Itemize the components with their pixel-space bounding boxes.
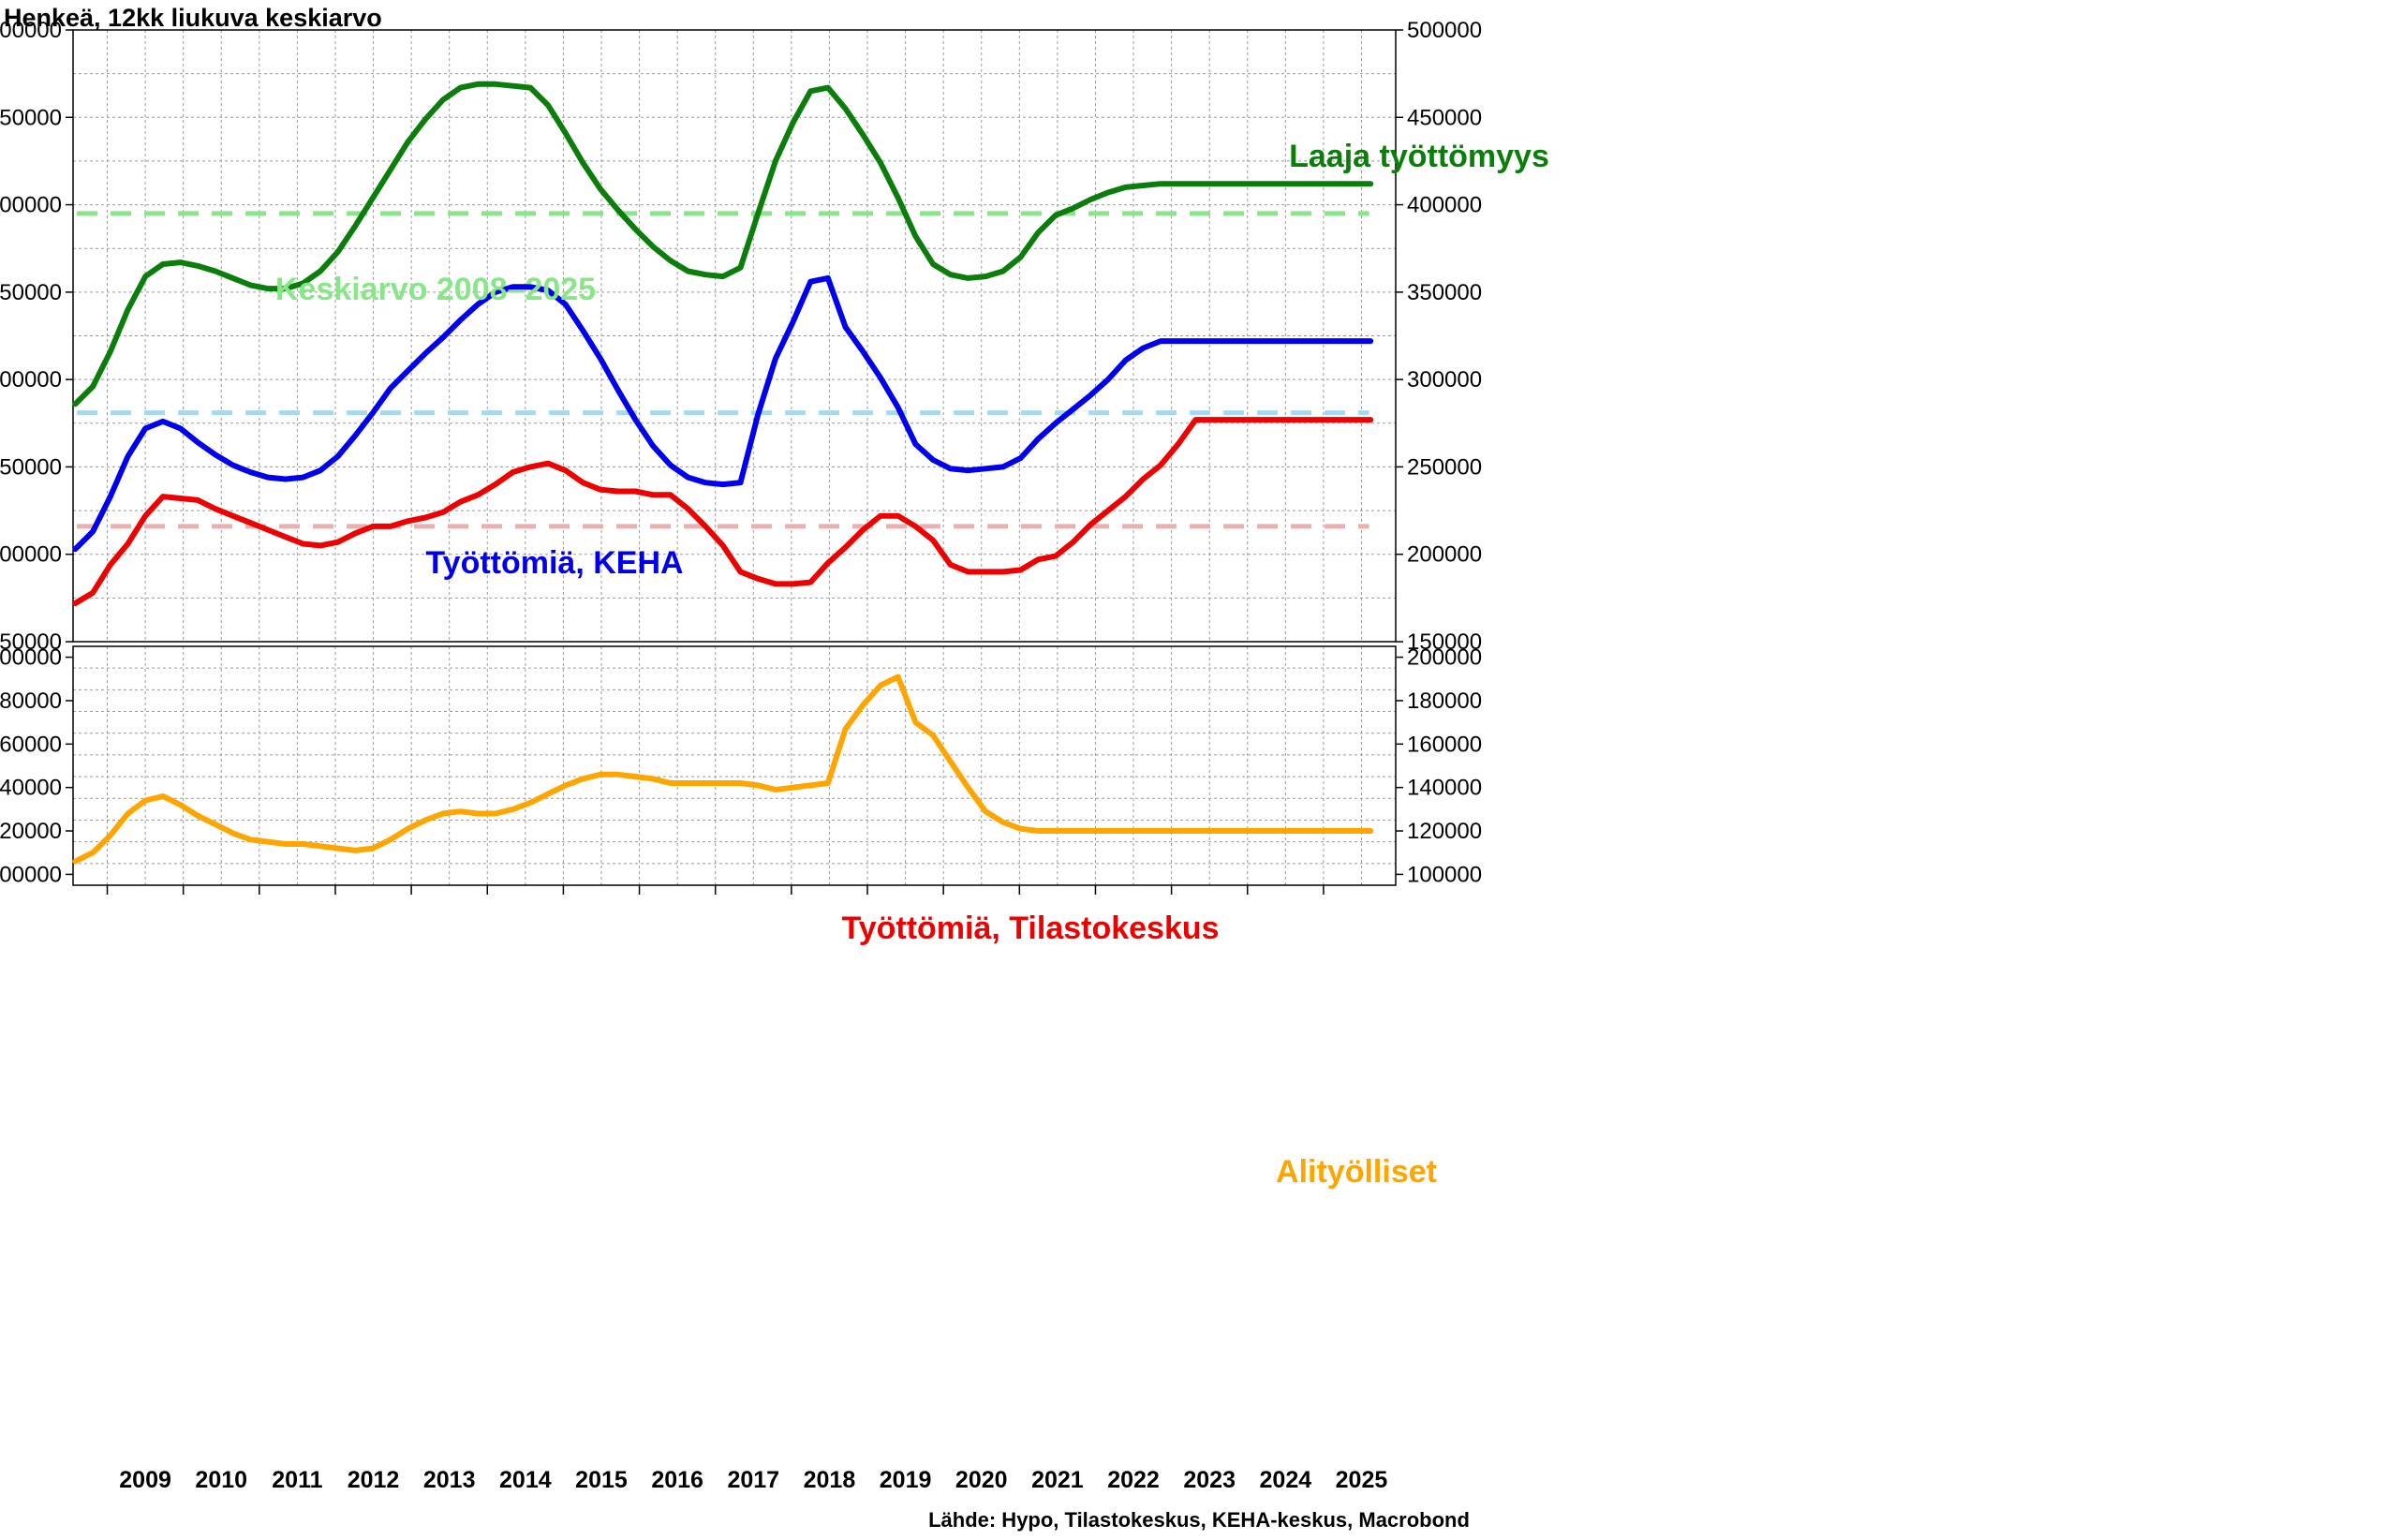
series-line-tilasto bbox=[72, 417, 1374, 606]
y-tick-label-right: 180000 bbox=[1407, 689, 1482, 714]
annotation-label: Alityölliset bbox=[1276, 1154, 1437, 1190]
x-tick-label: 2012 bbox=[348, 1467, 400, 1493]
y-tick-label-left: 400000 bbox=[0, 193, 62, 218]
y-tick-label-left: 120000 bbox=[0, 819, 62, 844]
x-tick-label: 2018 bbox=[804, 1467, 856, 1493]
y-tick-label-left: 180000 bbox=[0, 689, 62, 714]
y-tick-label-left: 200000 bbox=[0, 645, 62, 671]
y-tick-label-right: 450000 bbox=[1407, 105, 1482, 130]
annotation-label: Laaja työttömyys bbox=[1289, 139, 1549, 174]
y-tick-label-left: 200000 bbox=[0, 542, 62, 568]
series-line-alityo bbox=[72, 674, 1374, 865]
y-tick-label-left: 160000 bbox=[0, 732, 62, 757]
series-line-laaja bbox=[72, 81, 1374, 407]
y-tick-label-right: 200000 bbox=[1407, 645, 1482, 671]
source-note: Lähde: Hypo, Tilastokeskus, KEHA-keskus,… bbox=[928, 1508, 1470, 1532]
bottom-plot-frame bbox=[72, 645, 1397, 886]
top-plot-frame bbox=[72, 29, 1397, 643]
annotation-label: Keskiarvo 2008–2025 bbox=[275, 272, 596, 307]
y-tick-label-left: 250000 bbox=[0, 454, 62, 480]
series-line-keha bbox=[72, 274, 1374, 553]
x-tick-label: 2024 bbox=[1260, 1467, 1312, 1493]
annotation-label: Työttömiä, KEHA bbox=[425, 545, 683, 581]
x-tick-label: 2011 bbox=[272, 1467, 322, 1493]
x-tick-label: 2021 bbox=[1031, 1467, 1084, 1493]
y-tick-label-left: 300000 bbox=[0, 367, 62, 392]
y-tick-label-right: 400000 bbox=[1407, 193, 1482, 218]
x-tick-label: 2013 bbox=[423, 1467, 476, 1493]
y-tick-label-right: 100000 bbox=[1407, 862, 1482, 887]
x-tick-label: 2020 bbox=[955, 1467, 1008, 1493]
x-tick-label: 2017 bbox=[727, 1467, 779, 1493]
x-tick-label: 2015 bbox=[575, 1467, 628, 1493]
x-tick-label: 2016 bbox=[651, 1467, 703, 1493]
x-tick-label: 2014 bbox=[499, 1467, 552, 1493]
y-tick-label-right: 200000 bbox=[1407, 542, 1482, 568]
x-tick-label: 2022 bbox=[1107, 1467, 1160, 1493]
y-tick-label-left: 100000 bbox=[0, 862, 62, 887]
annotation-label: Työttömiä, Tilastokeskus bbox=[841, 911, 1219, 946]
x-tick-label: 2009 bbox=[119, 1467, 171, 1493]
x-tick-label: 2023 bbox=[1183, 1467, 1236, 1493]
x-tick-label: 2019 bbox=[880, 1467, 932, 1493]
y-tick-label-left: 450000 bbox=[0, 105, 62, 130]
y-tick-label-left: 150000 bbox=[0, 629, 62, 655]
y-tick-label-left: 350000 bbox=[0, 280, 62, 305]
x-tick-label: 2025 bbox=[1336, 1467, 1388, 1493]
x-tick-label: 2010 bbox=[195, 1467, 247, 1493]
y-tick-label-right: 350000 bbox=[1407, 280, 1482, 305]
y-tick-label-right: 160000 bbox=[1407, 732, 1482, 757]
y-tick-label-right: 300000 bbox=[1407, 367, 1482, 392]
y-tick-label-right: 500000 bbox=[1407, 18, 1482, 43]
chart-title: Henkeä, 12kk liukuva keskiarvo bbox=[4, 4, 382, 32]
y-tick-label-left: 140000 bbox=[0, 776, 62, 801]
y-tick-label-right: 120000 bbox=[1407, 819, 1482, 844]
y-tick-label-left: 500000 bbox=[0, 18, 62, 43]
y-tick-label-right: 250000 bbox=[1407, 454, 1482, 480]
y-tick-label-right: 140000 bbox=[1407, 776, 1482, 801]
y-tick-label-right: 150000 bbox=[1407, 629, 1482, 655]
